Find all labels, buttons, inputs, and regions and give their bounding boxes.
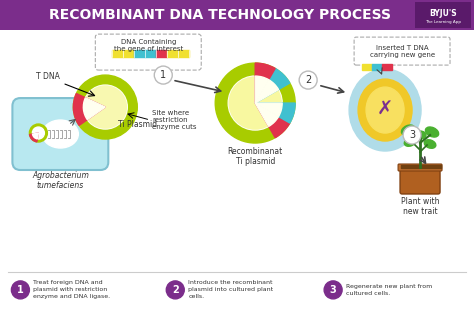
Circle shape [228,76,282,130]
Ellipse shape [426,127,438,137]
Circle shape [299,71,317,89]
Text: Agrobacterium
tumefaciens: Agrobacterium tumefaciens [32,171,89,190]
Bar [156,50,167,57]
Wedge shape [255,68,290,103]
Circle shape [229,77,281,129]
Circle shape [32,127,45,139]
Bar [0,272,474,335]
Bar [167,50,178,57]
Text: 2: 2 [172,285,179,295]
Text: 3: 3 [330,285,337,295]
Wedge shape [255,103,282,117]
Circle shape [166,281,184,299]
Text: 2: 2 [305,75,311,85]
FancyBboxPatch shape [354,37,450,65]
Wedge shape [29,133,38,142]
FancyBboxPatch shape [0,0,474,30]
Circle shape [403,126,421,144]
Circle shape [84,86,126,128]
Wedge shape [255,103,279,126]
Text: Introduce the recombinant
plasmid into cultured plant
cells.: Introduce the recombinant plasmid into c… [188,280,273,299]
Text: Site where
restriction
enzyme cuts: Site where restriction enzyme cuts [152,110,197,130]
Ellipse shape [349,69,421,151]
Ellipse shape [366,87,404,133]
Ellipse shape [424,140,436,148]
Text: Inserted T DNA
carrying new gene: Inserted T DNA carrying new gene [370,45,435,58]
FancyBboxPatch shape [95,34,201,70]
Text: Plant with
new trait: Plant with new trait [401,197,439,216]
Wedge shape [255,80,279,103]
Ellipse shape [401,125,415,135]
Text: Regenerate new plant from
cultured cells.: Regenerate new plant from cultured cells… [346,284,432,296]
Bar [146,50,156,57]
Circle shape [154,66,172,84]
Bar [134,50,146,57]
Wedge shape [73,93,105,125]
Bar [362,64,372,70]
Text: T DNA: T DNA [36,72,60,81]
FancyBboxPatch shape [400,166,440,194]
Bar [372,64,382,70]
Ellipse shape [358,79,412,141]
Text: RECOMBINANT DNA TECHNOLOGY PROCESS: RECOMBINANT DNA TECHNOLOGY PROCESS [49,8,391,22]
Wedge shape [255,103,295,123]
FancyBboxPatch shape [398,164,442,171]
Wedge shape [255,76,269,103]
Text: DNA Containing
the gene of interest: DNA Containing the gene of interest [114,39,183,52]
FancyBboxPatch shape [12,98,109,170]
Wedge shape [33,133,38,139]
Bar [178,50,189,57]
Bar [112,50,123,57]
Text: 3: 3 [409,130,415,140]
Ellipse shape [414,131,426,139]
Text: Treat foreign DNA and
plasmid with restriction
enzyme and DNA ligase.: Treat foreign DNA and plasmid with restr… [33,280,110,299]
Circle shape [73,75,137,139]
Text: Recombinanat
Ti plasmid: Recombinanat Ti plasmid [228,147,283,166]
Circle shape [11,281,29,299]
Wedge shape [83,98,105,120]
Circle shape [324,281,342,299]
Circle shape [29,124,47,142]
Text: 1: 1 [17,285,24,295]
Text: 1: 1 [160,70,166,80]
Text: Ti Plasmid: Ti Plasmid [118,120,157,129]
Circle shape [215,63,295,143]
Ellipse shape [404,138,416,146]
Wedge shape [255,103,290,138]
Text: The Learning App: The Learning App [425,20,461,24]
Text: ✗: ✗ [377,99,393,119]
Bar [123,50,134,57]
Bar [382,64,392,70]
Text: BYJU'S: BYJU'S [429,9,457,18]
FancyBboxPatch shape [415,2,471,28]
Ellipse shape [42,120,78,148]
Wedge shape [255,63,275,103]
Circle shape [83,85,128,129]
